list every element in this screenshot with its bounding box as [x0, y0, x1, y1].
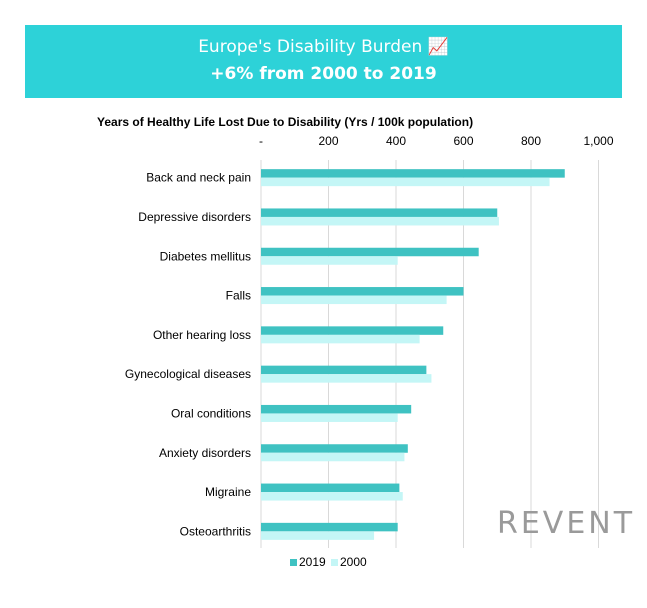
x-tick-label: 200 [318, 134, 338, 148]
x-tick-label: 400 [386, 134, 406, 148]
category-label: Gynecological diseases [125, 367, 251, 381]
bar-2019 [261, 326, 444, 335]
x-tick-label: 1,000 [583, 134, 613, 148]
legend-swatch-2000 [331, 559, 338, 566]
bar-2019 [261, 247, 479, 257]
bar-2000 [261, 216, 499, 226]
banner-subtitle: +6% from 2000 to 2019 [210, 64, 437, 84]
bar-2019 [261, 208, 498, 217]
category-label: Oral conditions [171, 406, 251, 420]
bar-2019 [261, 404, 412, 414]
category-label: Depressive disorders [138, 210, 251, 224]
bar-2000 [261, 413, 398, 422]
banner-title: Europe's Disability Burden 📈 [198, 37, 449, 57]
chart-title: Years of Healthy Life Lost Due to Disabi… [97, 115, 474, 129]
bar-2000 [261, 295, 447, 305]
bar-2000 [261, 334, 420, 344]
x-tick-label: 800 [521, 134, 541, 148]
revent-logo: REVENT [497, 506, 636, 541]
category-label: Osteoarthritis [180, 524, 251, 538]
x-tick-label: - [259, 134, 263, 148]
bar-2000 [261, 256, 398, 265]
bar-2019 [261, 522, 398, 532]
legend-swatch-2019 [290, 559, 297, 566]
bar-2019 [261, 365, 427, 375]
bar-2019 [261, 483, 400, 493]
category-label: Anxiety disorders [159, 446, 251, 460]
category-label: Back and neck pain [146, 171, 251, 185]
bar-2000 [261, 177, 550, 187]
bar-2000 [261, 531, 375, 540]
bar-2000 [261, 374, 432, 383]
bar-2019 [261, 444, 408, 453]
category-label: Other hearing loss [153, 328, 251, 342]
category-label: Migraine [205, 485, 251, 499]
bar-2000 [261, 452, 405, 462]
bar-2019 [261, 169, 565, 178]
category-label: Falls [226, 289, 251, 303]
x-tick-label: 600 [453, 134, 473, 148]
category-label: Diabetes mellitus [160, 249, 251, 263]
bar-2000 [261, 492, 403, 501]
legend-label-2000: 2000 [340, 555, 367, 569]
title-banner: Europe's Disability Burden 📈 +6% from 20… [25, 25, 622, 98]
legend-label-2019: 2019 [299, 555, 326, 569]
bar-2019 [261, 287, 464, 296]
